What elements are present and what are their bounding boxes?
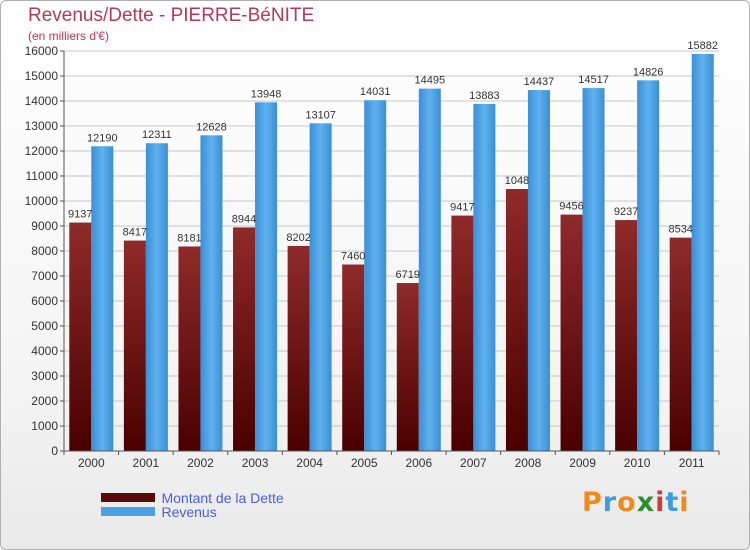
chart-subtitle: (en milliers d'€)	[28, 29, 109, 43]
data-label-dette: 9137	[68, 209, 92, 221]
bar-dette	[69, 222, 92, 451]
x-tick-label: 2001	[133, 456, 160, 470]
y-tick-label: 8000	[31, 244, 58, 258]
y-tick-label: 0	[51, 444, 58, 458]
y-tick-label: 14000	[25, 94, 59, 108]
x-tick-label: 2005	[351, 456, 378, 470]
bar-dette	[615, 220, 638, 451]
bar-dette	[178, 246, 201, 451]
bar-dette	[451, 215, 474, 451]
x-tick-label: 2008	[515, 456, 542, 470]
y-tick-label: 1000	[31, 419, 58, 433]
x-tick-label: 2006	[405, 456, 432, 470]
data-label-revenus: 12190	[87, 132, 118, 144]
y-tick-label: 9000	[31, 219, 58, 233]
logo-letter: i	[655, 487, 666, 518]
y-tick-label: 3000	[31, 369, 58, 383]
y-tick-label: 7000	[31, 269, 58, 283]
bar-dette	[233, 227, 256, 451]
bar-dette	[560, 214, 583, 451]
logo-letter: x	[636, 487, 656, 518]
y-tick-label: 15000	[25, 69, 59, 83]
data-label-dette: 9456	[559, 201, 583, 213]
bar-revenus	[691, 53, 714, 451]
x-tick-label: 2003	[242, 456, 269, 470]
bar-revenus	[582, 88, 605, 451]
data-label-revenus: 14517	[578, 74, 609, 86]
y-tick-label: 4000	[31, 344, 58, 358]
legend-label-revenus: Revenus	[161, 503, 217, 520]
bar-revenus	[91, 146, 114, 451]
data-label-dette: 6719	[396, 269, 420, 281]
data-label-dette: 9237	[614, 206, 638, 218]
legend-item-dette: Montant de la Dette	[101, 489, 284, 506]
logo-letter: t	[665, 487, 680, 518]
x-tick-label: 2010	[624, 456, 651, 470]
legend-swatch-dette	[101, 493, 155, 503]
legend-label-dette: Montant de la Dette	[161, 489, 284, 506]
data-label-revenus: 14437	[524, 76, 555, 88]
bar-revenus	[145, 143, 168, 451]
y-tick-label: 5000	[31, 319, 58, 333]
y-tick-label: 11000	[26, 169, 59, 183]
data-label-dette: 9417	[450, 202, 474, 214]
bar-dette	[123, 240, 146, 451]
bar-dette	[287, 245, 310, 451]
data-label-dette: 1048	[505, 175, 529, 187]
data-label-revenus: 13948	[251, 88, 282, 100]
data-label-dette: 8417	[123, 227, 147, 239]
logo-letter: i	[679, 487, 690, 518]
bar-dette	[396, 283, 419, 451]
data-label-dette: 8944	[232, 213, 256, 225]
y-tick-label: 16000	[25, 44, 59, 58]
y-tick-label: 12000	[25, 144, 59, 158]
proxiti-logo: Proxiti	[582, 487, 690, 518]
bar-dette	[342, 264, 365, 451]
bar-revenus	[364, 100, 387, 451]
data-label-revenus: 13107	[305, 109, 336, 121]
data-label-revenus: 15882	[687, 40, 718, 52]
bar-revenus	[255, 102, 278, 452]
bar-revenus	[200, 135, 223, 452]
data-label-revenus: 12311	[142, 129, 172, 141]
x-tick-label: 2011	[679, 456, 705, 470]
bar-revenus	[527, 90, 550, 451]
data-label-revenus: 13883	[469, 90, 500, 102]
legend-swatch-revenus	[101, 507, 155, 517]
bar-revenus	[309, 123, 332, 451]
chart-title: Revenus/Dette - PIERRE-BéNITE	[28, 5, 315, 26]
logo-letter: r	[602, 487, 618, 518]
data-label-dette: 8202	[286, 232, 310, 244]
bar-revenus	[418, 88, 441, 451]
x-tick-label: 2009	[569, 456, 596, 470]
data-label-dette: 8181	[177, 232, 201, 244]
bar-dette	[505, 189, 528, 451]
logo-letter: P	[582, 487, 603, 518]
bar-revenus	[473, 103, 496, 452]
data-label-revenus: 14826	[633, 66, 664, 78]
bar-revenus	[637, 80, 660, 451]
logo-letter: o	[617, 487, 637, 518]
y-tick-label: 13000	[25, 119, 59, 133]
y-tick-label: 6000	[31, 294, 58, 308]
legend-item-revenus: Revenus	[101, 503, 217, 520]
data-label-dette: 8534	[668, 224, 692, 236]
data-label-revenus: 12628	[196, 121, 227, 133]
x-tick-label: 2002	[187, 456, 214, 470]
data-label-dette: 7460	[341, 251, 365, 263]
data-label-revenus: 14031	[360, 86, 391, 98]
y-tick-label: 2000	[31, 394, 58, 408]
bar-dette	[669, 237, 692, 451]
data-label-revenus: 14495	[414, 75, 445, 87]
x-tick-label: 2007	[460, 456, 487, 470]
y-tick-label: 10000	[25, 194, 59, 208]
x-tick-label: 2000	[78, 456, 105, 470]
x-tick-label: 2004	[296, 456, 323, 470]
